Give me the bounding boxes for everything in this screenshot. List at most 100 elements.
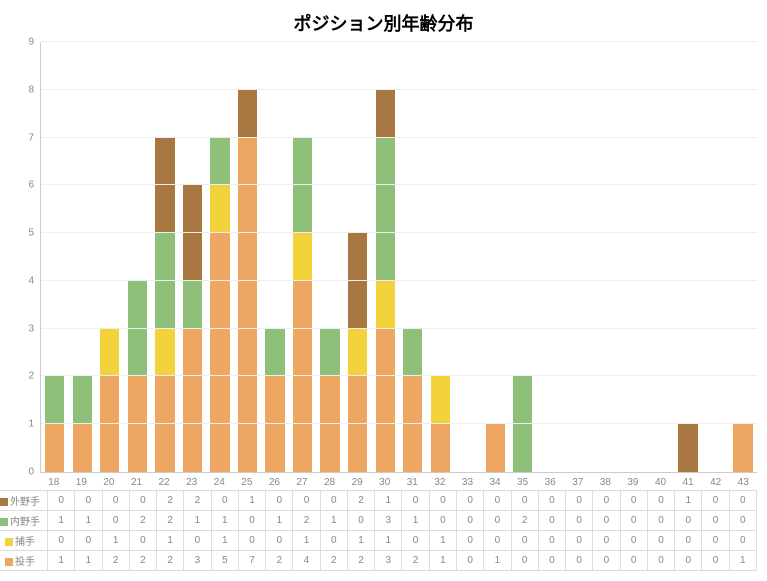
table-cell: 0 <box>102 511 129 531</box>
table-cell: 0 <box>484 531 511 551</box>
grid-line <box>41 328 757 329</box>
bars-container <box>41 42 757 472</box>
table-cell: 0 <box>402 531 429 551</box>
table-cell: 0 <box>511 491 538 511</box>
bar-segment-outfielder <box>348 233 367 329</box>
table-cell: 0 <box>538 491 565 511</box>
table-cell: 0 <box>238 511 265 531</box>
table-cell: 0 <box>184 531 211 551</box>
grid-line <box>41 375 757 376</box>
bar-column <box>371 42 399 472</box>
table-cell: 0 <box>75 531 102 551</box>
plot-area <box>40 42 757 473</box>
bar-column <box>702 42 730 472</box>
table-cell: 0 <box>266 531 293 551</box>
x-tick: 38 <box>592 473 620 488</box>
table-cell: 0 <box>675 531 702 551</box>
table-cell: 0 <box>511 531 538 551</box>
table-cell: 2 <box>347 551 374 571</box>
table-cell: 0 <box>566 491 593 511</box>
table-cell: 0 <box>566 531 593 551</box>
bar-segment-catcher <box>431 376 450 424</box>
bar-column <box>41 42 69 472</box>
x-axis: 1819202122232425262728293031323334353637… <box>40 473 757 488</box>
table-cell: 1 <box>347 531 374 551</box>
bar-column <box>234 42 262 472</box>
bar-column <box>647 42 675 472</box>
table-cell: 2 <box>266 551 293 571</box>
table-cell: 0 <box>620 531 647 551</box>
table-cell: 0 <box>702 511 729 531</box>
bar-segment-catcher <box>293 233 312 281</box>
bar-segment-pitcher <box>238 138 257 472</box>
table-row: 投手11222357242232101000000001 <box>0 551 757 571</box>
x-tick: 33 <box>454 473 482 488</box>
bar-segment-infielder <box>210 138 229 186</box>
table-cell: 1 <box>429 551 456 571</box>
bar-column <box>124 42 152 472</box>
table-cell: 1 <box>402 511 429 531</box>
x-tick: 31 <box>399 473 427 488</box>
bar-column <box>564 42 592 472</box>
table-cell: 0 <box>593 531 620 551</box>
table-cell: 1 <box>675 491 702 511</box>
table-cell: 0 <box>702 491 729 511</box>
bar-segment-outfielder <box>238 90 257 138</box>
table-cell: 0 <box>75 491 102 511</box>
x-tick: 18 <box>40 473 68 488</box>
legend-swatch <box>0 518 8 526</box>
table-cell: 0 <box>347 511 374 531</box>
table-cell: 2 <box>320 551 347 571</box>
bar-column <box>316 42 344 472</box>
table-cell: 0 <box>320 531 347 551</box>
table-cell: 0 <box>566 551 593 571</box>
table-cell: 1 <box>184 511 211 531</box>
grid-line <box>41 423 757 424</box>
table-row: 内野手11022110121031000200000000 <box>0 511 757 531</box>
table-cell: 0 <box>429 491 456 511</box>
x-tick: 26 <box>261 473 289 488</box>
table-cell: 0 <box>102 491 129 511</box>
table-cell: 0 <box>593 491 620 511</box>
table-cell: 1 <box>375 531 402 551</box>
table-cell: 0 <box>647 551 674 571</box>
table-cell: 0 <box>729 491 756 511</box>
table-cell: 1 <box>238 491 265 511</box>
legend-swatch <box>5 538 13 546</box>
bar-segment-outfielder <box>155 138 174 234</box>
table-cell: 1 <box>75 511 102 531</box>
bar-column <box>96 42 124 472</box>
bar-segment-catcher <box>348 329 367 377</box>
table-cell: 0 <box>402 491 429 511</box>
bar-column <box>592 42 620 472</box>
bar-segment-infielder <box>265 329 284 377</box>
table-cell: 2 <box>402 551 429 571</box>
table-cell: 0 <box>593 511 620 531</box>
bar-segment-pitcher <box>183 329 202 472</box>
table-cell: 0 <box>620 511 647 531</box>
table-cell: 0 <box>484 511 511 531</box>
table-cell: 0 <box>456 531 483 551</box>
table-cell: 0 <box>647 511 674 531</box>
table-cell: 0 <box>48 491 75 511</box>
bar-column <box>344 42 372 472</box>
bar-segment-infielder <box>376 138 395 281</box>
table-cell: 0 <box>538 531 565 551</box>
table-cell: 2 <box>157 511 184 531</box>
bar-column <box>482 42 510 472</box>
table-cell: 1 <box>102 531 129 551</box>
table-cell: 1 <box>75 551 102 571</box>
table-cell: 1 <box>293 531 320 551</box>
bar-segment-outfielder <box>183 185 202 281</box>
y-tick: 2 <box>10 371 40 382</box>
table-cell: 0 <box>484 491 511 511</box>
table-cell: 0 <box>729 511 756 531</box>
x-tick: 19 <box>68 473 96 488</box>
bar-segment-infielder <box>293 138 312 234</box>
table-cell: 2 <box>129 551 156 571</box>
table-cell: 0 <box>538 551 565 571</box>
table-cell: 0 <box>48 531 75 551</box>
bar-segment-infielder <box>320 329 339 377</box>
table-cell: 1 <box>320 511 347 531</box>
table-cell: 4 <box>293 551 320 571</box>
